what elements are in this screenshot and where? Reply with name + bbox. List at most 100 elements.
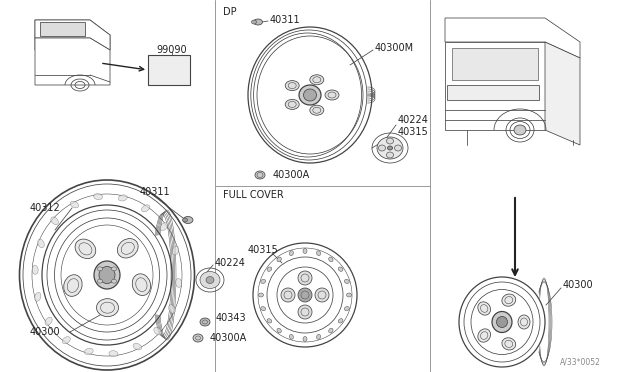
Text: 40224: 40224: [398, 115, 429, 125]
Ellipse shape: [111, 279, 116, 283]
Ellipse shape: [160, 222, 168, 231]
Ellipse shape: [70, 201, 79, 208]
Ellipse shape: [329, 257, 333, 262]
Ellipse shape: [339, 267, 343, 271]
Ellipse shape: [35, 292, 41, 301]
Ellipse shape: [267, 319, 272, 323]
Ellipse shape: [97, 267, 102, 271]
Ellipse shape: [154, 327, 161, 335]
Ellipse shape: [299, 85, 321, 105]
Ellipse shape: [387, 146, 392, 150]
Ellipse shape: [193, 334, 203, 342]
Ellipse shape: [141, 205, 150, 212]
Ellipse shape: [64, 275, 82, 296]
Text: 40343: 40343: [216, 313, 246, 323]
Ellipse shape: [377, 137, 403, 159]
Ellipse shape: [169, 305, 175, 313]
Text: 99090: 99090: [157, 45, 188, 55]
Ellipse shape: [285, 99, 300, 109]
Ellipse shape: [329, 328, 333, 333]
Ellipse shape: [317, 251, 321, 256]
Ellipse shape: [99, 266, 115, 283]
Text: DP: DP: [223, 7, 237, 17]
Ellipse shape: [183, 217, 193, 224]
Ellipse shape: [394, 145, 401, 151]
Text: FULL COVER: FULL COVER: [223, 190, 284, 200]
Ellipse shape: [277, 328, 282, 333]
Ellipse shape: [175, 278, 182, 288]
Ellipse shape: [253, 19, 262, 25]
Polygon shape: [545, 42, 580, 145]
Polygon shape: [35, 38, 110, 85]
Ellipse shape: [387, 138, 394, 144]
Ellipse shape: [289, 251, 294, 256]
Ellipse shape: [94, 261, 120, 289]
Ellipse shape: [303, 89, 317, 101]
Ellipse shape: [38, 239, 44, 248]
Ellipse shape: [518, 315, 530, 329]
Ellipse shape: [45, 317, 52, 325]
Ellipse shape: [51, 217, 58, 225]
Ellipse shape: [267, 267, 272, 271]
Ellipse shape: [387, 152, 394, 158]
Ellipse shape: [200, 318, 210, 326]
Ellipse shape: [206, 276, 214, 283]
Ellipse shape: [298, 305, 312, 319]
Ellipse shape: [97, 279, 102, 283]
Ellipse shape: [260, 307, 266, 311]
Ellipse shape: [325, 90, 339, 100]
Bar: [447, 85, 539, 100]
Text: 40311: 40311: [270, 15, 301, 25]
Text: 40311: 40311: [140, 187, 171, 197]
Text: A/33*0052: A/33*0052: [560, 357, 601, 366]
Ellipse shape: [182, 218, 188, 222]
Polygon shape: [445, 18, 580, 58]
Ellipse shape: [310, 75, 324, 85]
Ellipse shape: [514, 125, 526, 135]
Ellipse shape: [84, 348, 93, 355]
Polygon shape: [35, 20, 110, 50]
Text: 40300: 40300: [563, 280, 594, 290]
Ellipse shape: [277, 257, 282, 262]
Ellipse shape: [502, 338, 516, 350]
Ellipse shape: [478, 329, 491, 342]
Ellipse shape: [344, 307, 349, 311]
Ellipse shape: [317, 334, 321, 339]
Ellipse shape: [97, 299, 118, 317]
Ellipse shape: [75, 239, 96, 259]
Ellipse shape: [255, 171, 265, 179]
Ellipse shape: [298, 271, 312, 285]
Ellipse shape: [111, 267, 116, 271]
Ellipse shape: [172, 246, 179, 255]
Text: 40300M: 40300M: [375, 43, 414, 53]
Text: 40300A: 40300A: [210, 333, 247, 343]
Text: 40312: 40312: [30, 203, 61, 213]
Ellipse shape: [298, 288, 312, 302]
Text: 40224: 40224: [215, 258, 246, 268]
Ellipse shape: [315, 288, 329, 302]
Ellipse shape: [281, 288, 295, 302]
Ellipse shape: [502, 294, 516, 306]
Ellipse shape: [285, 81, 300, 91]
Ellipse shape: [117, 238, 138, 258]
Ellipse shape: [200, 272, 220, 289]
Ellipse shape: [344, 279, 349, 283]
Ellipse shape: [310, 105, 324, 115]
Ellipse shape: [259, 293, 264, 297]
Ellipse shape: [32, 265, 38, 274]
Polygon shape: [452, 48, 538, 80]
Ellipse shape: [346, 293, 351, 297]
Ellipse shape: [303, 337, 307, 341]
Text: 40315: 40315: [248, 245, 279, 255]
Ellipse shape: [478, 302, 491, 315]
Ellipse shape: [289, 334, 294, 339]
Ellipse shape: [93, 193, 102, 200]
Ellipse shape: [303, 248, 307, 253]
Ellipse shape: [118, 195, 127, 201]
Polygon shape: [445, 42, 545, 130]
Text: 40300A: 40300A: [273, 170, 310, 180]
Ellipse shape: [109, 351, 118, 357]
Ellipse shape: [133, 343, 141, 350]
Ellipse shape: [497, 317, 508, 327]
Ellipse shape: [260, 279, 266, 283]
